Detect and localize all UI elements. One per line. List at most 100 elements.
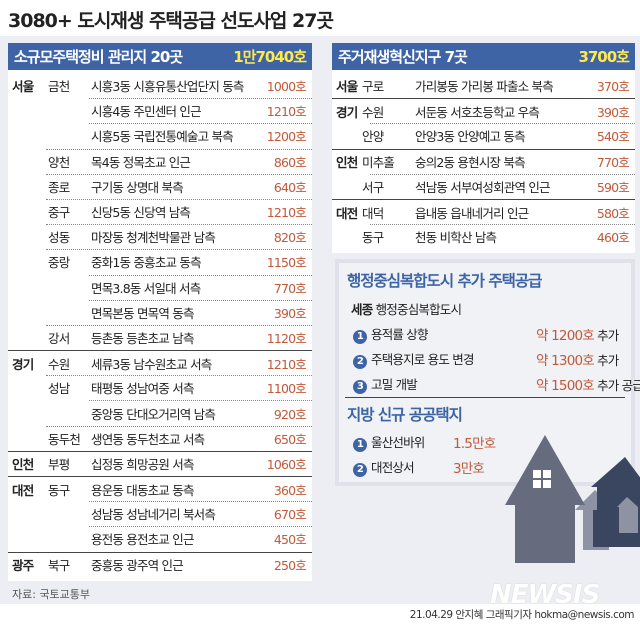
location-label: 시흥4동 주민센터 인근 <box>91 104 202 120</box>
table-row: 중앙동 단대오거리역 남측 920호 <box>8 400 312 425</box>
table-row: 용전동 용전초교 인근 450호 <box>8 526 312 551</box>
site-table: 서울 구로 가리봉동 가리봉 파출소 북측 370호 경기 수원 서둔동 서호초등학교 우측… <box>332 73 635 249</box>
item-amount: 약 1200호 <box>536 328 595 344</box>
amount-value: 580호 <box>596 205 630 221</box>
location-label: 안양3동 안양예고 동측 <box>415 129 526 145</box>
district-label: 양천 <box>48 154 70 170</box>
district-label: 미추홀 <box>362 155 395 171</box>
number-badge-icon: 1 <box>353 330 367 344</box>
amount-value: 450호 <box>273 532 307 548</box>
location-label: 태평동 성남여중 서측 <box>91 381 194 397</box>
location-label: 서둔동 서호초등학교 우측 <box>415 104 540 120</box>
location-label: 시흥5동 국립전통예술고 북측 <box>91 129 234 145</box>
district-label: 대덕 <box>362 205 384 221</box>
location-label: 숭의2동 용현시장 북측 <box>415 155 526 171</box>
table-row: 성동 마장동 청계천박물관 남측 820호 <box>8 224 312 249</box>
table-row: 종로 구기동 상명대 북측 640호 <box>8 173 312 199</box>
location-label: 석남동 서부여성회관역 인근 <box>415 179 551 195</box>
amount-value: 540호 <box>596 129 630 145</box>
amount-value: 1000호 <box>266 79 307 95</box>
local-item: 1 울산선바위 1.5만호 <box>353 432 496 452</box>
number-badge-icon: 2 <box>353 463 367 477</box>
district-label: 종로 <box>48 179 70 195</box>
district-label: 성동 <box>48 230 70 246</box>
district-label: 금천 <box>48 79 70 95</box>
location-label: 용전동 용전초교 인근 <box>91 532 194 548</box>
item-amount: 약 1300호 <box>536 353 595 369</box>
house-right-icon <box>617 497 638 533</box>
amount-value: 1210호 <box>266 205 307 221</box>
table-row: 경기 수원 세류3동 남수원초교 서측 1210호 <box>8 350 312 375</box>
district-label: 동구 <box>362 230 384 246</box>
district-label: 강서 <box>48 330 70 346</box>
amount-value: 770호 <box>273 280 307 296</box>
amount-value: 1060호 <box>266 457 307 473</box>
number-badge-icon: 2 <box>353 355 367 369</box>
sejong-subtitle: 세종 행정중심복합도시 <box>351 299 462 318</box>
number-badge-icon: 3 <box>353 380 367 394</box>
item-label: 고밀 개발 <box>371 377 418 392</box>
region-label: 대전 <box>336 205 358 221</box>
table-row: 동구 천동 비학산 남측 460호 <box>332 224 635 249</box>
table-row: 대전 대덕 읍내동 읍내네거리 인근 580호 <box>332 198 635 224</box>
location-label: 생연동 동두천초교 서측 <box>91 431 205 447</box>
amount-value: 590호 <box>596 179 630 195</box>
table-row: 중랑 중화1동 중흥초교 동측 1150호 <box>8 249 312 274</box>
amount-value: 640호 <box>273 179 307 195</box>
sejong-heading: 행정중심복합도시 추가 주택공급 <box>347 272 542 290</box>
house-large-icon <box>505 435 585 563</box>
item-suffix: 추가 공급 <box>597 378 640 393</box>
amount-value: 1100호 <box>266 381 307 397</box>
location-label: 신당5동 신당역 남측 <box>91 205 191 221</box>
location-label: 중흥동 광주역 인근 <box>91 558 184 574</box>
table-row: 면목3.8동 서일대 서측 770호 <box>8 274 312 300</box>
sejong-name: 행정중심복합도시 <box>375 302 462 317</box>
amount-value: 1210호 <box>266 356 307 372</box>
table-row: 대전 동구 용운동 대동초교 동측 360호 <box>8 476 312 501</box>
item-amount: 3만호 <box>453 461 485 477</box>
district-label: 수원 <box>48 356 70 372</box>
location-label: 구기동 상명대 북측 <box>91 179 184 195</box>
newsis-logo: NEWSIS <box>490 580 600 610</box>
district-label: 수원 <box>362 104 384 120</box>
region-label: 서울 <box>12 79 34 95</box>
table-row: 경기 수원 서둔동 서호초등학교 우측 390호 <box>332 98 635 123</box>
amount-value: 820호 <box>273 230 307 246</box>
item-label: 대전상서 <box>371 460 415 475</box>
amount-value: 920호 <box>273 406 307 422</box>
location-label: 성남동 성남네거리 북서측 <box>91 507 216 523</box>
location-label: 용운동 대동초교 동측 <box>91 482 194 498</box>
amount-value: 370호 <box>596 79 630 95</box>
item-amount: 1.5만호 <box>453 436 496 452</box>
small-housing-panel: 소규모주택정비 관리지 20곳 1만7040호 서울 금천 시흥3동 시흥유통산업단… <box>8 43 312 581</box>
location-label: 가리봉동 가리봉 파출소 북측 <box>415 79 554 95</box>
table-row: 양천 목4동 정목초교 인근 860호 <box>8 148 312 174</box>
panel-total: 1만7040호 <box>233 48 307 66</box>
district-label: 북구 <box>48 558 70 574</box>
district-label: 동구 <box>48 482 70 498</box>
table-row: 면목본동 면목역 동측 390호 <box>8 299 312 325</box>
item-label: 주택용지로 용도 변경 <box>371 352 474 367</box>
table-row: 성남동 성남네거리 북서측 670호 <box>8 501 312 526</box>
location-label: 면목본동 면목역 동측 <box>91 305 194 321</box>
district-label: 중랑 <box>48 255 70 271</box>
sejong-region: 세종 <box>351 302 373 317</box>
table-row: 서울 구로 가리봉동 가리봉 파출소 북측 370호 <box>332 73 635 98</box>
amount-value: 390호 <box>596 104 630 120</box>
table-row: 서구 석남동 서부여성회관역 인근 590호 <box>332 173 635 199</box>
location-label: 면목3.8동 서일대 서측 <box>91 280 201 296</box>
table-row: 서울 금천 시흥3동 시흥유통산업단지 동측 1000호 <box>8 73 312 98</box>
region-label: 광주 <box>12 558 34 574</box>
sejong-item: 2 주택용지로 용도 변경 약 1300호 추가 <box>353 349 619 369</box>
location-label: 목4동 정목초교 인근 <box>91 154 191 170</box>
table-row: 강서 등촌동 등촌초교 남측 1120호 <box>8 324 312 350</box>
region-label: 서울 <box>336 79 358 95</box>
number-badge-icon: 1 <box>353 438 367 452</box>
location-label: 십정동 희망공원 서측 <box>91 457 194 473</box>
amount-value: 390호 <box>273 305 307 321</box>
credit-line: 21.04.29 안지혜 그래픽기자 hokma@newsis.com <box>409 609 635 621</box>
divider <box>345 397 625 398</box>
page-title: 3080+ 도시재생 주택공급 선도사업 27곳 <box>8 10 334 32</box>
item-suffix: 추가 <box>597 328 619 343</box>
table-row: 인천 부평 십정동 희망공원 서측 1060호 <box>8 450 312 476</box>
